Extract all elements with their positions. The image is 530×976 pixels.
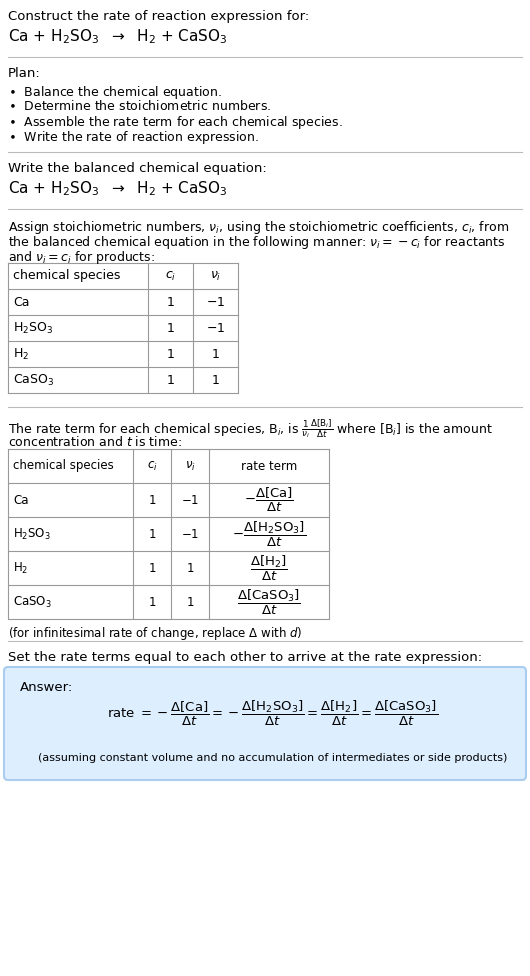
- Text: 1: 1: [148, 527, 156, 541]
- Text: 1: 1: [166, 347, 174, 360]
- Text: 1: 1: [186, 595, 194, 608]
- Text: 1: 1: [166, 296, 174, 308]
- Text: (for infinitesimal rate of change, replace $\Delta$ with $d$): (for infinitesimal rate of change, repla…: [8, 625, 303, 642]
- Text: the balanced chemical equation in the following manner: $\nu_i = -c_i$ for react: the balanced chemical equation in the fo…: [8, 234, 506, 251]
- Text: Assign stoichiometric numbers, $\nu_i$, using the stoichiometric coefficients, $: Assign stoichiometric numbers, $\nu_i$, …: [8, 219, 509, 236]
- Text: 1: 1: [186, 561, 194, 575]
- Text: $\bullet$  Determine the stoichiometric numbers.: $\bullet$ Determine the stoichiometric n…: [8, 99, 271, 113]
- Text: Ca: Ca: [13, 494, 29, 507]
- Text: $\bullet$  Assemble the rate term for each chemical species.: $\bullet$ Assemble the rate term for eac…: [8, 114, 343, 131]
- Text: Construct the rate of reaction expression for:: Construct the rate of reaction expressio…: [8, 10, 309, 23]
- Text: Write the balanced chemical equation:: Write the balanced chemical equation:: [8, 162, 267, 175]
- Text: Plan:: Plan:: [8, 67, 41, 80]
- Text: 1: 1: [148, 561, 156, 575]
- Text: The rate term for each chemical species, B$_i$, is $\frac{1}{\nu_i}\frac{\Delta[: The rate term for each chemical species,…: [8, 417, 493, 440]
- Text: H$_2$SO$_3$: H$_2$SO$_3$: [13, 526, 51, 542]
- Text: rate term: rate term: [241, 460, 297, 472]
- Text: and $\nu_i = c_i$ for products:: and $\nu_i = c_i$ for products:: [8, 249, 155, 266]
- Text: Ca: Ca: [13, 296, 30, 308]
- Text: $\nu_i$: $\nu_i$: [184, 460, 196, 472]
- Text: Ca + H$_2$SO$_3$  $\rightarrow$  H$_2$ + CaSO$_3$: Ca + H$_2$SO$_3$ $\rightarrow$ H$_2$ + C…: [8, 27, 227, 46]
- Text: Ca + H$_2$SO$_3$  $\rightarrow$  H$_2$ + CaSO$_3$: Ca + H$_2$SO$_3$ $\rightarrow$ H$_2$ + C…: [8, 179, 227, 198]
- Text: $-$1: $-$1: [206, 321, 225, 335]
- Text: $-\dfrac{\Delta[\mathrm{H_2SO_3}]}{\Delta t}$: $-\dfrac{\Delta[\mathrm{H_2SO_3}]}{\Delt…: [232, 519, 306, 549]
- Text: $c_i$: $c_i$: [165, 269, 176, 282]
- Text: CaSO$_3$: CaSO$_3$: [13, 594, 52, 610]
- Text: 1: 1: [211, 374, 219, 386]
- Text: $-\dfrac{\Delta[\mathrm{Ca}]}{\Delta t}$: $-\dfrac{\Delta[\mathrm{Ca}]}{\Delta t}$: [244, 486, 294, 514]
- Text: (assuming constant volume and no accumulation of intermediates or side products): (assuming constant volume and no accumul…: [38, 753, 508, 763]
- Text: CaSO$_3$: CaSO$_3$: [13, 373, 54, 387]
- Text: $c_i$: $c_i$: [147, 460, 157, 472]
- Text: 1: 1: [148, 595, 156, 608]
- Text: $-$1: $-$1: [181, 527, 199, 541]
- Text: 1: 1: [211, 347, 219, 360]
- Text: 1: 1: [166, 374, 174, 386]
- Text: $\dfrac{\Delta[\mathrm{CaSO_3}]}{\Delta t}$: $\dfrac{\Delta[\mathrm{CaSO_3}]}{\Delta …: [237, 588, 301, 617]
- Text: Answer:: Answer:: [20, 681, 73, 694]
- Text: H$_2$SO$_3$: H$_2$SO$_3$: [13, 320, 53, 336]
- Text: $\dfrac{\Delta[\mathrm{H_2}]}{\Delta t}$: $\dfrac{\Delta[\mathrm{H_2}]}{\Delta t}$: [250, 553, 288, 583]
- Text: $\bullet$  Write the rate of reaction expression.: $\bullet$ Write the rate of reaction exp…: [8, 129, 259, 146]
- Text: H$_2$: H$_2$: [13, 560, 29, 576]
- Text: Set the rate terms equal to each other to arrive at the rate expression:: Set the rate terms equal to each other t…: [8, 651, 482, 664]
- Text: 1: 1: [166, 321, 174, 335]
- Text: $-$1: $-$1: [206, 296, 225, 308]
- FancyBboxPatch shape: [4, 667, 526, 780]
- Text: chemical species: chemical species: [13, 269, 120, 282]
- Text: chemical species: chemical species: [13, 460, 114, 472]
- Text: $\nu_i$: $\nu_i$: [210, 269, 221, 282]
- Text: 1: 1: [148, 494, 156, 507]
- Text: H$_2$: H$_2$: [13, 346, 29, 361]
- Text: $-$1: $-$1: [181, 494, 199, 507]
- Text: concentration and $t$ is time:: concentration and $t$ is time:: [8, 435, 182, 449]
- Text: $\bullet$  Balance the chemical equation.: $\bullet$ Balance the chemical equation.: [8, 84, 222, 101]
- Text: rate $= -\dfrac{\Delta[\mathrm{Ca}]}{\Delta t} = -\dfrac{\Delta[\mathrm{H_2SO_3}: rate $= -\dfrac{\Delta[\mathrm{Ca}]}{\De…: [108, 699, 438, 728]
